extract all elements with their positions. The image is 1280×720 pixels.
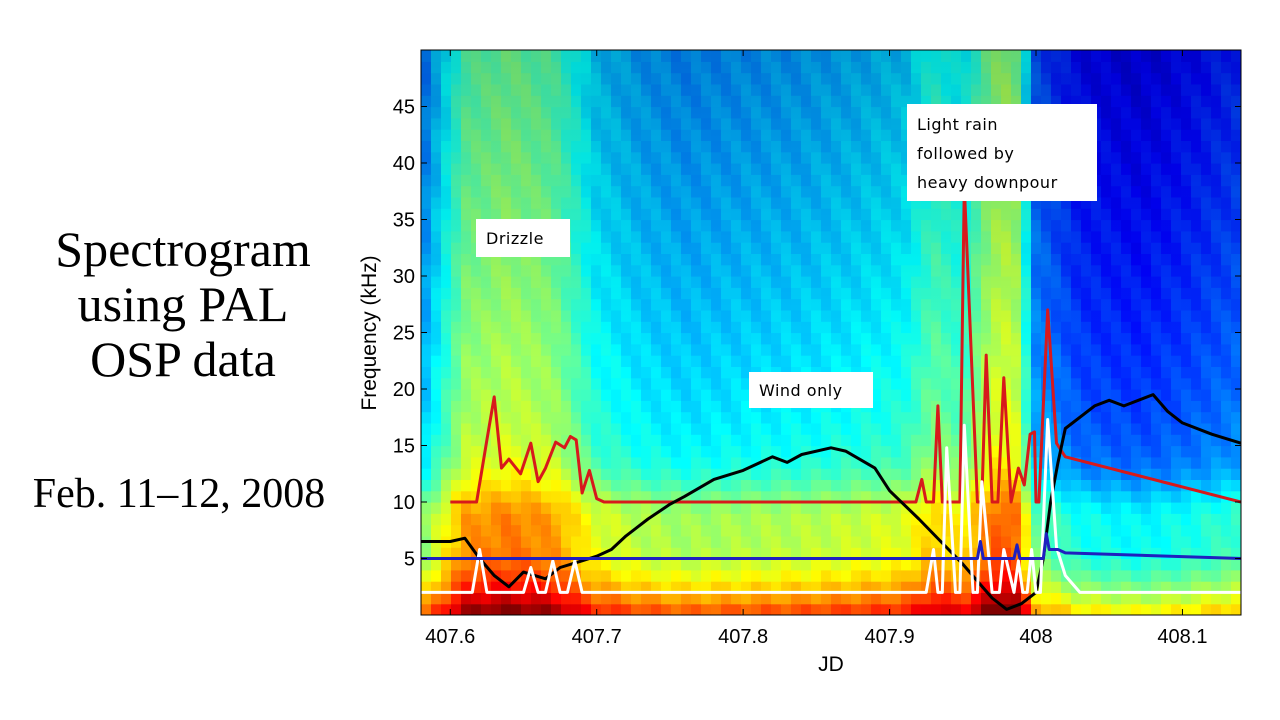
- y-tick-label: 20: [393, 379, 415, 401]
- annotation-rain-downpour: Light rain followed by heavy downpour: [907, 104, 1097, 201]
- slide-title-line-2: using PAL: [77, 276, 289, 332]
- slide-title-line-1: Spectrogram: [55, 221, 311, 277]
- annotation-wind-only: Wind only: [749, 372, 873, 408]
- y-tick-label: 45: [393, 97, 415, 119]
- x-tick-label: 408.1: [1157, 626, 1207, 648]
- x-tick-label: 408: [1019, 626, 1052, 648]
- y-tick-label: 15: [393, 436, 415, 458]
- annotation-wind-only-text: Wind only: [759, 381, 843, 400]
- slide-date: Feb. 11–12, 2008: [32, 471, 326, 517]
- annotation-rain-line-1: Light rain: [917, 115, 998, 134]
- x-tick-label: 407.8: [718, 626, 768, 648]
- x-tick-label: 407.7: [572, 626, 622, 648]
- slide-title-line-3: OSP data: [90, 331, 276, 387]
- annotation-drizzle: Drizzle: [476, 219, 570, 257]
- axis-ticks: 407.6 407.7 407.8 407.9 408 408.1 5 10 15 20 25 30 3…: [393, 50, 1241, 648]
- annotation-drizzle-text: Drizzle: [486, 229, 544, 248]
- x-axis-label: JD: [818, 653, 844, 676]
- spectrogram-shading: [421, 50, 1241, 615]
- y-axis-label: Frequency (kHz): [358, 255, 381, 410]
- slide-title: Spectrogram using PAL OSP data: [0, 222, 366, 387]
- x-tick-label: 407.6: [425, 626, 475, 648]
- annotation-rain-line-3: heavy downpour: [917, 173, 1058, 192]
- series-line-3: [421, 418, 1241, 594]
- y-tick-label: 10: [393, 492, 415, 514]
- annotation-rain-line-2: followed by: [917, 144, 1014, 163]
- x-tick-label: 407.9: [865, 626, 915, 648]
- series-line-4: [421, 532, 1241, 560]
- series-line-1: [450, 184, 1241, 504]
- series-lines: [421, 184, 1241, 611]
- y-tick-label: 35: [393, 210, 415, 232]
- y-tick-label: 5: [404, 549, 415, 571]
- y-tick-label: 40: [393, 153, 415, 175]
- y-tick-label: 25: [393, 323, 415, 345]
- y-tick-label: 30: [393, 266, 415, 288]
- spectrogram-image: [421, 50, 1241, 615]
